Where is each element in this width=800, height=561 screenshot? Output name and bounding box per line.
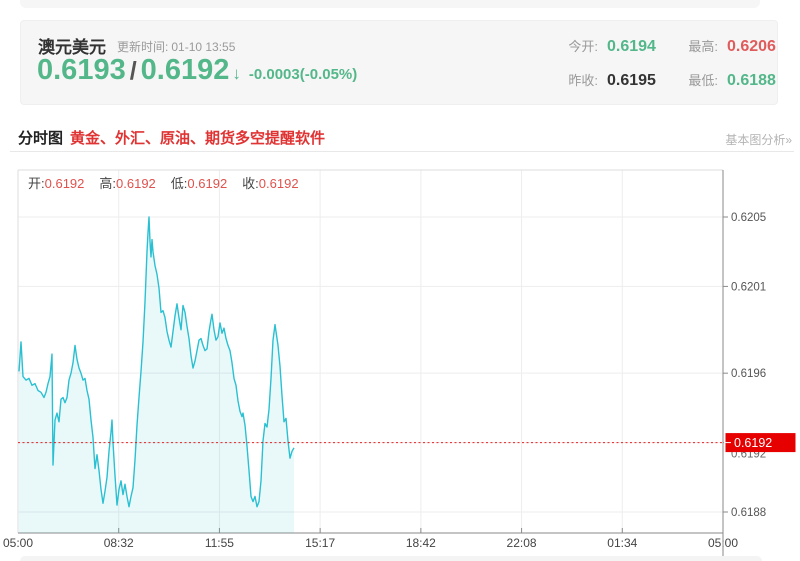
tab-intraday-chart[interactable]: 分时图	[18, 130, 64, 147]
x-tick-label: 11:55	[205, 536, 234, 550]
bottom-panel-edge	[20, 556, 762, 561]
current-price-badge	[725, 433, 796, 453]
top-panel-edge	[20, 0, 760, 8]
ohlc-open: 开:0.6192	[28, 176, 85, 191]
x-tick-label: 15:17	[305, 536, 335, 550]
price-line	[18, 216, 295, 508]
price-area-fill	[19, 217, 294, 533]
stat-low-label: 最低:	[688, 73, 718, 88]
ohlc-row: 开:0.6192 高:0.6192 低:0.6192 收:0.6192	[28, 173, 299, 192]
ask-price: 0.6192	[140, 54, 230, 86]
quote-row: 0.6193 / 0.6192 ↓ -0.0003(-0.05%)	[37, 54, 357, 87]
instrument-title: 澳元美元	[38, 38, 106, 57]
x-tick-label: 01:34	[607, 536, 637, 550]
stat-prevclose-value: 0.6195	[607, 72, 656, 89]
update-time-value: 01-10 13:55	[171, 40, 236, 54]
stat-low-value: 0.6188	[727, 72, 776, 89]
quote-header-card: 澳元美元 更新时间: 01-10 13:55 0.6193 / 0.6192 ↓ …	[20, 20, 778, 105]
x-tick-label: 18:42	[406, 536, 436, 550]
stat-open-value: 0.6194	[607, 38, 656, 55]
current-price-badge-label: 0.6192	[734, 436, 772, 450]
y-tick-label: 0.6188	[731, 507, 766, 519]
price-change: -0.0003(-0.05%)	[248, 66, 358, 83]
intraday-chart-section: 0.6205 0.6201 0.6196 0.6188 05:00 08:32 11:55 1…	[0, 160, 800, 561]
x-tick-label: 22:08	[507, 536, 537, 550]
ohlc-high: 高:0.6192	[99, 176, 156, 191]
x-tick-label: 08:32	[104, 536, 134, 550]
ohlc-close: 收:0.6192	[242, 176, 299, 191]
promo-link[interactable]: 黄金、外汇、原油、期货多空提醒软件	[70, 130, 326, 147]
update-time: 更新时间: 01-10 13:55	[117, 38, 238, 55]
stat-high-label: 最高:	[688, 39, 718, 54]
stat-prevclose-label: 昨收:	[568, 73, 598, 88]
intraday-chart: 0.6205 0.6201 0.6196 0.6188 05:00 08:32 11:55 1…	[3, 169, 796, 558]
update-time-label: 更新时间:	[117, 40, 169, 54]
stat-high-value: 0.6206	[727, 38, 776, 55]
bid-price: 0.6193	[37, 54, 126, 86]
price-separator: /	[129, 57, 137, 85]
y-tick-label: 0.6201	[731, 281, 766, 293]
stat-open-label: 今开:	[568, 39, 598, 54]
daily-stats: 今开: 0.6194 最高: 0.6206 昨收: 0.6195 最低: 0.6…	[552, 36, 796, 90]
ohlc-low: 低:0.6192	[170, 176, 228, 191]
x-tick-label: 05:00	[3, 536, 33, 550]
toolbar-divider	[10, 151, 794, 152]
basic-analysis-link[interactable]: 基本图分析»	[725, 133, 792, 147]
down-arrow-icon: ↓	[232, 64, 241, 83]
y-tick-label: 0.6196	[731, 368, 766, 380]
y-tick-label: 0.6205	[731, 212, 766, 224]
